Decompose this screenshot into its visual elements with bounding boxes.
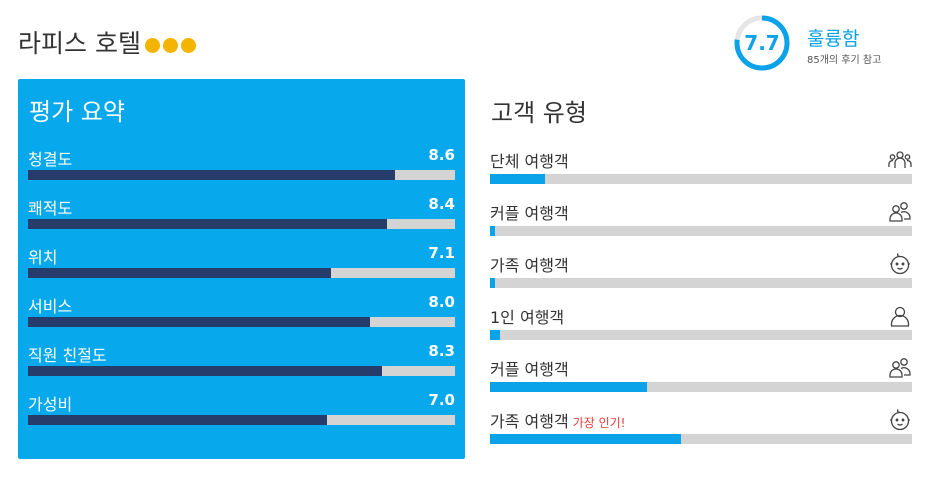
rating-value: 7.1 (428, 244, 455, 262)
rating-bar-fill (28, 317, 370, 327)
group-icon (888, 148, 912, 172)
rating-bar (28, 170, 455, 180)
traveler-type-bar-fill (490, 226, 496, 236)
traveler-type-label: 가족 여행객 (490, 256, 569, 275)
rating-row: 서비스 8.0 (28, 293, 455, 329)
traveler-type-row: 커플 여행객 (490, 356, 912, 396)
traveler-type-bar (490, 434, 912, 444)
baby-face-icon (888, 408, 912, 432)
rating-value: 8.0 (428, 293, 455, 311)
traveler-type-label: 커플 여행객 (490, 204, 569, 223)
traveler-type-row: 가족 여행객 (490, 252, 912, 292)
traveler-type-bar (490, 330, 912, 340)
rating-value: 8.6 (428, 146, 455, 164)
rating-label: 가성비 (28, 395, 73, 414)
rating-label: 청결도 (28, 150, 73, 169)
rating-row: 가성비 7.0 (28, 391, 455, 427)
traveler-type-row: 가족 여행객 가장 인기! (490, 408, 912, 448)
rating-bar-fill (28, 366, 383, 376)
star-dot-icon (162, 37, 178, 53)
rating-label: 쾌적도 (28, 199, 73, 218)
traveler-type-label: 가족 여행객 가장 인기! (490, 412, 626, 431)
rating-value: 8.4 (428, 195, 455, 213)
rating-bar-fill (28, 170, 396, 180)
hotel-title: 라피스 호텔 (18, 24, 196, 60)
rating-value: 7.0 (428, 391, 455, 409)
rating-bar (28, 366, 455, 376)
traveler-type-bar (490, 278, 912, 288)
rating-bar-fill (28, 268, 332, 278)
rating-summary-panel: 평가 요약 청결도 8.6 쾌적도 8.4 위치 7.1 서비스 8.0 직원 친절도 8.3 가성… (18, 79, 465, 459)
summary-title: 평가 요약 (29, 98, 125, 126)
rating-bar (28, 268, 455, 278)
rating-row: 쾌적도 8.4 (28, 195, 455, 231)
baby-face-icon (888, 252, 912, 276)
couple-icon (888, 200, 912, 224)
rating-row: 위치 7.1 (28, 244, 455, 280)
traveler-type-bar-fill (490, 330, 501, 340)
traveler-type-label: 1인 여행객 (490, 308, 565, 327)
score-value: 7.7 (744, 31, 780, 55)
rating-bar (28, 317, 455, 327)
rating-row: 직원 친절도 8.3 (28, 342, 455, 378)
person-icon (888, 304, 912, 328)
traveler-type-row: 단체 여행객 (490, 148, 912, 188)
rating-row: 청결도 8.6 (28, 146, 455, 182)
traveler-type-label: 커플 여행객 (490, 360, 569, 379)
couple-icon (888, 356, 912, 380)
hotel-name: 라피스 호텔 (18, 29, 141, 58)
traveler-type-bar-fill (490, 434, 681, 444)
rating-label: 서비스 (28, 297, 73, 316)
traveler-type-row: 1인 여행객 (490, 304, 912, 344)
traveler-type-bar-fill (490, 174, 545, 184)
star-dot-icon (180, 37, 196, 53)
traveler-type-label: 단체 여행객 (490, 152, 569, 171)
rating-label: 직원 친절도 (28, 346, 107, 365)
star-rating (144, 37, 196, 53)
traveler-type-row: 커플 여행객 (490, 200, 912, 240)
rating-bar-fill (28, 415, 327, 425)
traveler-type-bar (490, 174, 912, 184)
traveler-type-bar (490, 382, 912, 392)
star-dot-icon (144, 37, 160, 53)
rating-bar (28, 415, 455, 425)
rating-label: 위치 (28, 248, 58, 267)
rating-bar (28, 219, 455, 229)
traveler-type-bar (490, 226, 912, 236)
most-popular-badge: 가장 인기! (572, 416, 626, 430)
review-count: 85개의 후기 참고 (807, 55, 882, 66)
overall-score: 7.7 훌륭함 85개의 후기 참고 (733, 14, 933, 76)
score-ring-icon (734, 15, 790, 71)
rating-bar-fill (28, 219, 387, 229)
traveler-type-bar-fill (490, 278, 496, 288)
rating-value: 8.3 (428, 342, 455, 360)
traveler-type-bar-fill (490, 382, 647, 392)
score-label: 훌륭함 (807, 28, 860, 50)
traveler-types-title: 고객 유형 (491, 99, 587, 127)
